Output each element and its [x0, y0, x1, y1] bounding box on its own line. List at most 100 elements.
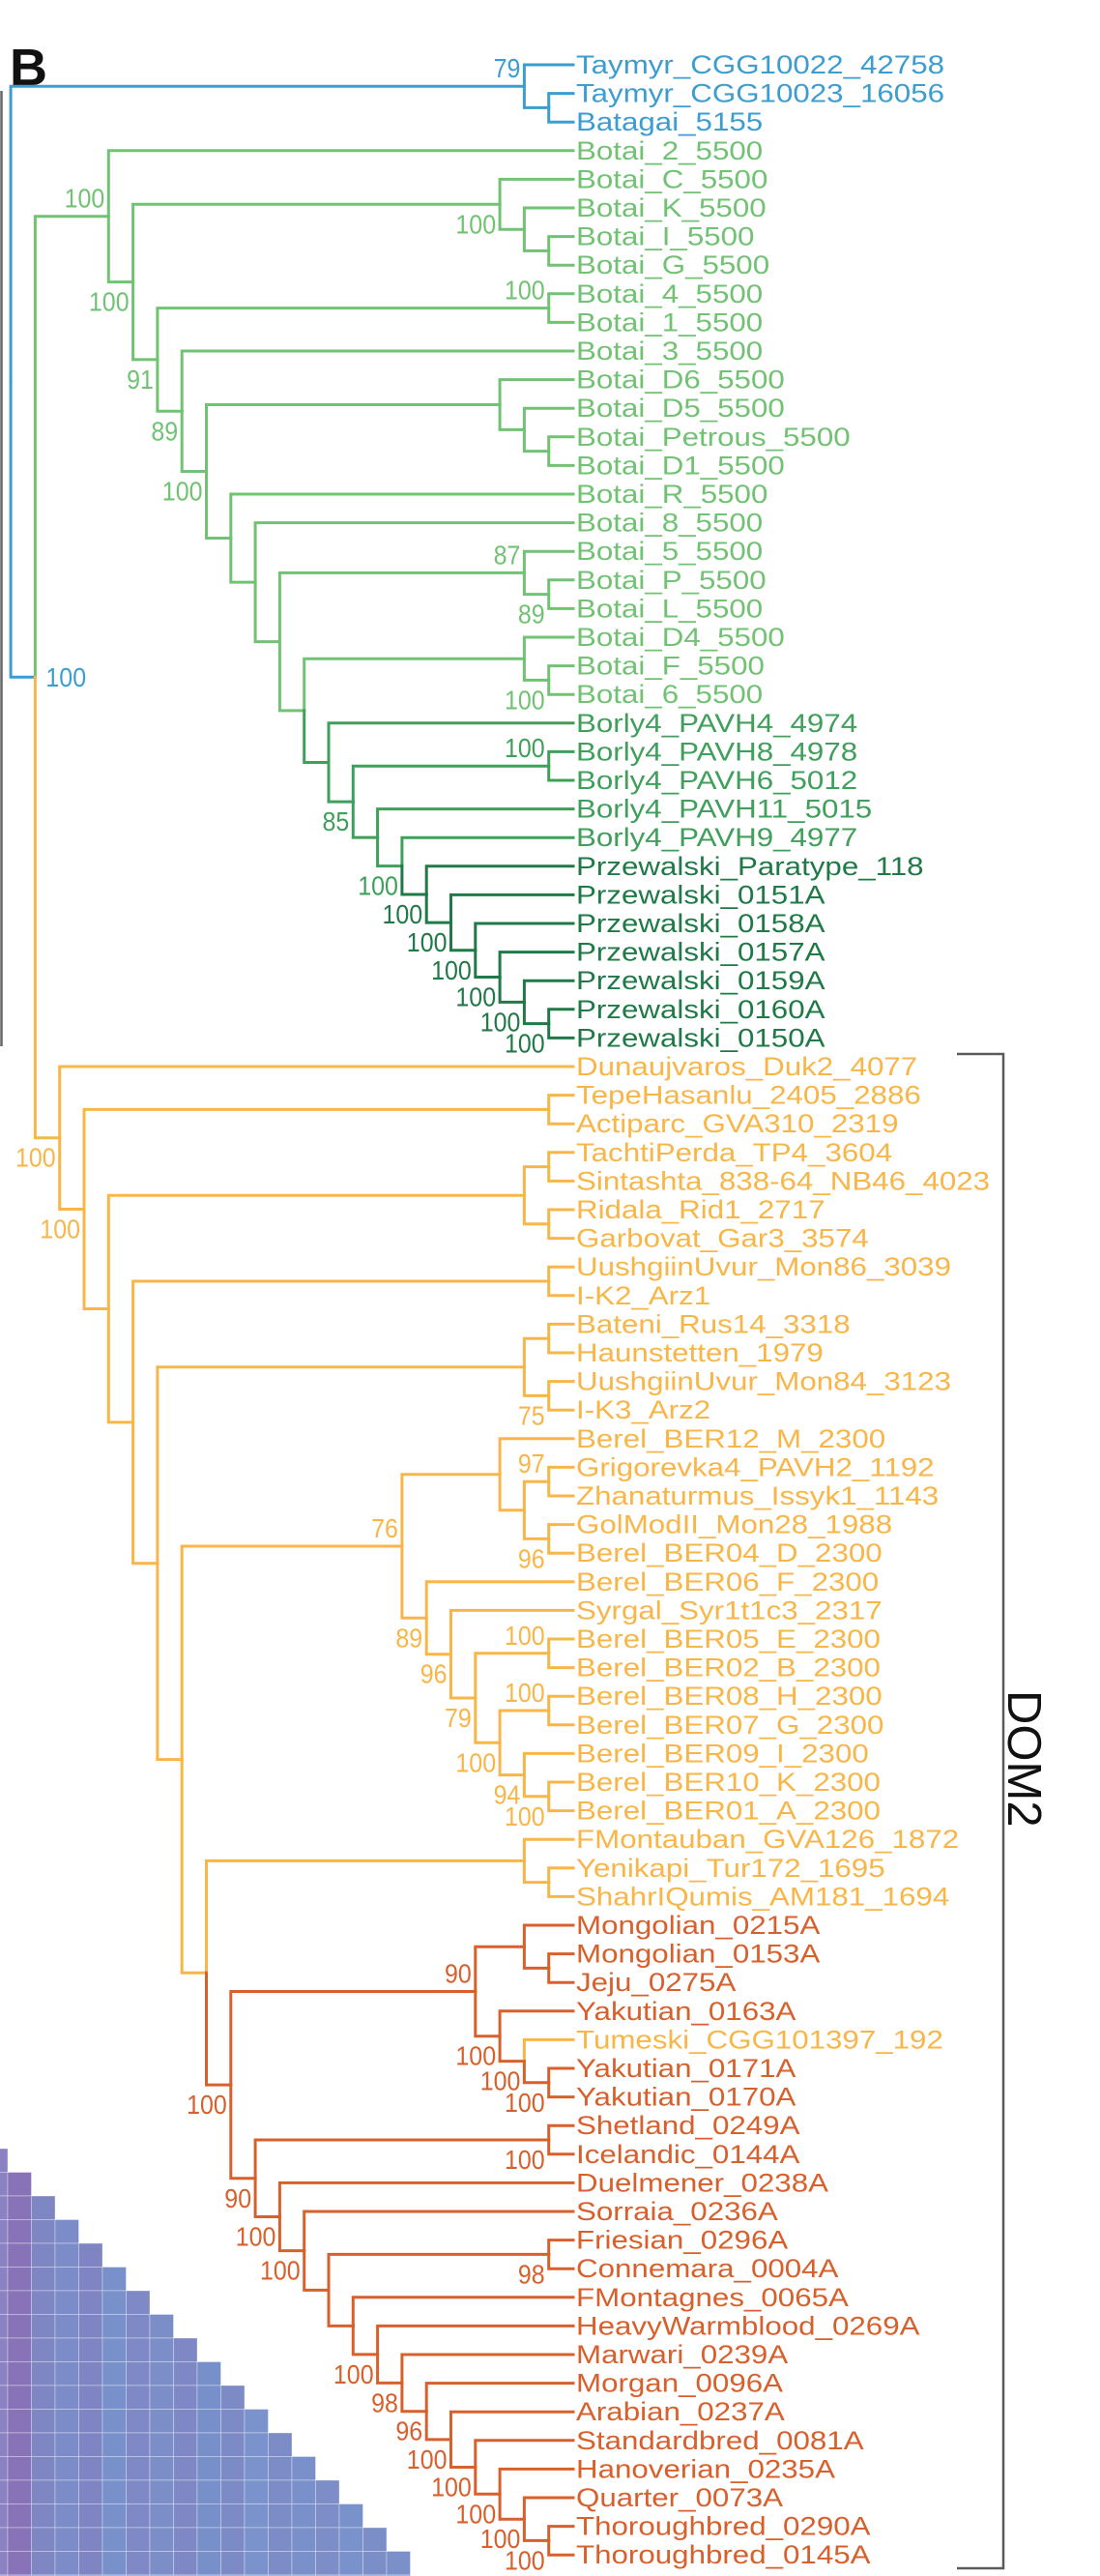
tip-label: Yakutian_0171A	[576, 2055, 796, 2084]
tree-branch	[424, 2410, 452, 2442]
heatmap-cell	[0, 2551, 9, 2576]
tree-branch	[400, 2381, 428, 2414]
support-value: 100	[505, 685, 545, 715]
tip-label: Actiparc_GVA310_2319	[576, 1110, 898, 1139]
tree-branch	[522, 571, 551, 597]
tip-label: TepeHasanlu_2405_2886	[576, 1082, 921, 1111]
tree-branch	[351, 2324, 380, 2356]
heatmap-cell	[0, 2242, 9, 2268]
tip-label: Przewalski_0158A	[576, 910, 825, 939]
heatmap-cell	[173, 2503, 198, 2529]
tree-branch	[547, 1881, 575, 1898]
tree-branch	[131, 202, 502, 284]
tree-branch	[547, 2538, 575, 2557]
tree-branch	[474, 922, 575, 952]
tip-label: Taymyr_CGG10022_42758	[576, 51, 944, 80]
support-value: 100	[358, 870, 398, 900]
tip-label: Berel_BER08_H_2300	[576, 1683, 883, 1712]
heatmap-cell	[78, 2385, 103, 2410]
tree-branch	[156, 1365, 526, 1566]
tree-branch	[9, 84, 526, 384]
heatmap-cell	[7, 2432, 32, 2457]
tip-label: Botai_D4_5500	[576, 624, 785, 653]
heatmap-cell	[244, 2551, 269, 2576]
tip-label: Botai_6_5500	[576, 681, 763, 710]
tree-branch	[106, 1307, 135, 1424]
tree-branch	[106, 149, 575, 219]
tip-label: Przewalski_0150A	[576, 1024, 825, 1053]
heatmap-cell	[196, 2409, 221, 2434]
tree-branch	[498, 403, 526, 431]
tree-branch	[547, 1866, 575, 1885]
tree-branch	[498, 378, 575, 406]
heatmap-cell	[54, 2551, 79, 2576]
heatmap-cell	[101, 2409, 127, 2434]
heatmap-cell	[149, 2479, 174, 2504]
tip-label: UushgiinUvur_Mon86_3039	[576, 1253, 951, 1282]
heatmap-cell	[291, 2527, 316, 2552]
support-value: 96	[420, 1659, 448, 1689]
tree-branch	[180, 1758, 208, 1975]
tip-label: Haunstetten_1979	[576, 1339, 824, 1368]
tree-branch	[400, 2353, 575, 2385]
tree-branch	[82, 1207, 110, 1311]
tree-branch	[522, 2060, 551, 2085]
heatmap-cell	[78, 2242, 103, 2268]
tree-branch	[156, 307, 551, 362]
tip-label: Berel_BER10_K_2300	[576, 1769, 881, 1798]
tree-branch	[522, 84, 551, 109]
heatmap-cell	[0, 2527, 9, 2552]
tree-branch	[547, 1780, 575, 1799]
tip-label: Przewalski_Paratype_118	[576, 853, 924, 882]
heatmap-cell	[101, 2290, 127, 2315]
heatmap-cell	[173, 2432, 198, 2457]
heatmap-cell	[149, 2361, 174, 2386]
heatmap-cell	[220, 2432, 246, 2457]
tree-branch	[522, 1336, 551, 1369]
tree-branch	[547, 1709, 575, 1727]
heatmap-cell	[31, 2267, 56, 2292]
heatmap-cell	[126, 2337, 151, 2362]
support-value: 100	[15, 1143, 56, 1173]
tree-branch	[498, 1741, 526, 1777]
tree-branch	[474, 1989, 502, 2038]
tree-branch	[156, 358, 184, 413]
support-value: 89	[518, 599, 545, 629]
tree-branch	[205, 1859, 526, 1975]
support-value: 100	[455, 2499, 496, 2529]
tip-label: Botai_5_5500	[576, 538, 763, 567]
tree-branch	[253, 2138, 551, 2181]
tree-branch	[376, 2353, 404, 2385]
tree-branch	[522, 1365, 551, 1397]
tree-branch	[498, 951, 575, 979]
tip-label: Berel_BER07_G_2300	[576, 1712, 883, 1741]
heatmap-cell	[78, 2551, 103, 2576]
tip-labels: Taymyr_CGG10022_42758Taymyr_CGG10023_160…	[576, 51, 990, 2570]
tip-label: Duelmener_0238A	[576, 2169, 829, 2198]
heatmap-cell	[7, 2551, 32, 2576]
heatmap-cell	[315, 2503, 340, 2529]
heatmap-cell	[149, 2409, 174, 2434]
tree-branch	[547, 249, 575, 267]
tip-label: Icelandic_0144A	[576, 2141, 800, 2170]
tip-label: Batagai_5155	[576, 108, 763, 137]
heatmap-cell	[149, 2527, 174, 2552]
tree-branch	[277, 640, 306, 713]
heatmap-cell	[126, 2479, 151, 2504]
tree-branch	[522, 427, 551, 454]
tip-label: ShahrIQumis_AM181_1694	[576, 1883, 949, 1912]
heatmap-cell	[196, 2456, 221, 2481]
heatmap-cell	[54, 2385, 79, 2410]
tip-label: Berel_BER12_M_2300	[576, 1425, 885, 1454]
heatmap-cell	[173, 2337, 198, 2362]
heatmap-cell	[7, 2479, 32, 2504]
tree-branch	[106, 215, 135, 284]
heatmap-cell	[149, 2456, 174, 2481]
tree-branch	[547, 1952, 575, 1970]
heatmap-cell	[7, 2409, 32, 2434]
heatmap-cell	[101, 2385, 127, 2410]
heatmap-cell	[291, 2479, 316, 2504]
heatmap-cell	[126, 2456, 151, 2481]
heatmap-cell	[338, 2527, 363, 2552]
tree-branch	[547, 1322, 575, 1340]
